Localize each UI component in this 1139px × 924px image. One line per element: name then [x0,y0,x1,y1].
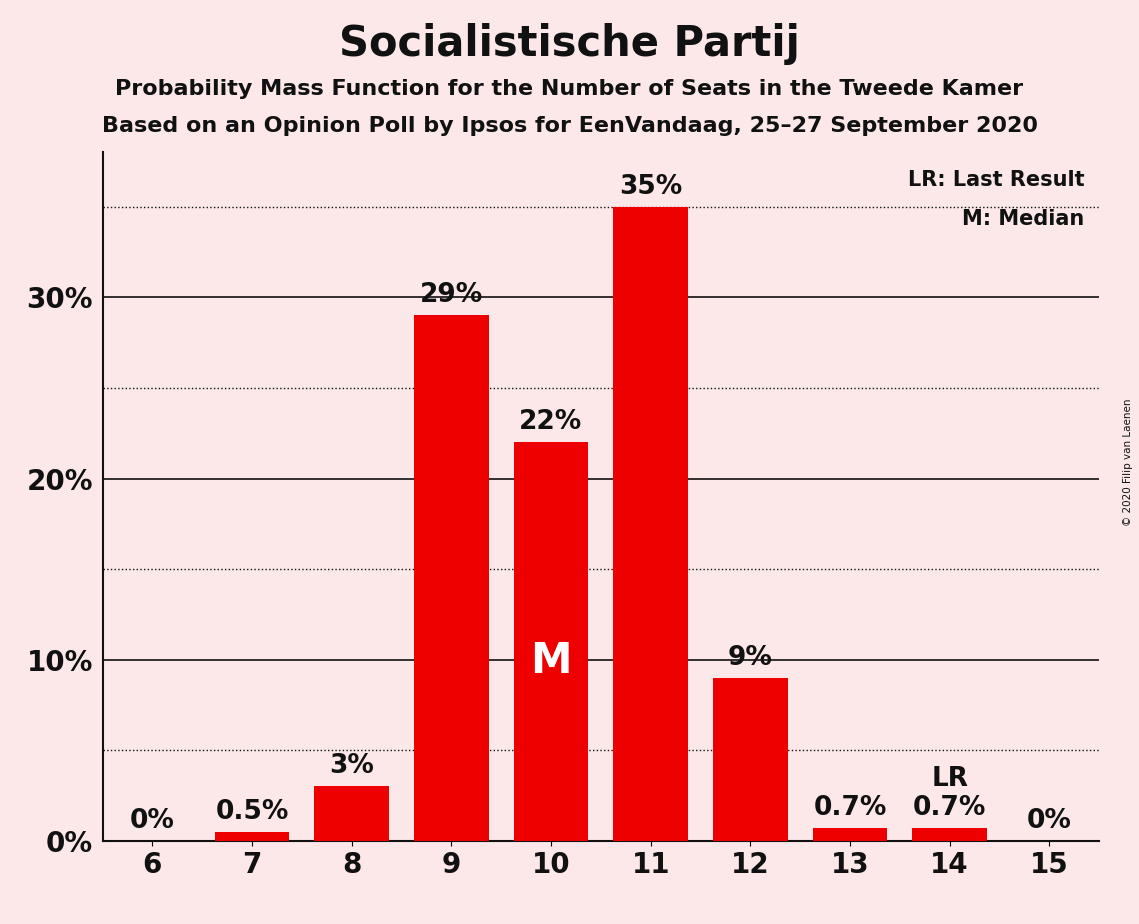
Text: 35%: 35% [618,174,682,200]
Text: Socialistische Partij: Socialistische Partij [339,23,800,65]
Text: 0%: 0% [130,808,174,833]
Bar [514,443,589,841]
Bar [912,828,988,841]
Text: 3%: 3% [329,753,374,779]
Text: 0.7%: 0.7% [813,795,886,821]
Text: M: M [531,640,572,683]
Text: M: Median: M: Median [962,209,1084,229]
Text: 29%: 29% [419,282,483,309]
Text: 0.5%: 0.5% [215,798,288,824]
Text: 22%: 22% [519,409,583,435]
Bar [812,828,887,841]
Text: LR: LR [932,766,968,792]
Bar [314,786,390,841]
Text: © 2020 Filip van Laenen: © 2020 Filip van Laenen [1123,398,1133,526]
Bar [214,832,289,841]
Text: Probability Mass Function for the Number of Seats in the Tweede Kamer: Probability Mass Function for the Number… [115,79,1024,99]
Bar [713,678,788,841]
Text: Based on an Opinion Poll by Ipsos for EenVandaag, 25–27 September 2020: Based on an Opinion Poll by Ipsos for Ee… [101,116,1038,136]
Text: 0%: 0% [1027,808,1072,833]
Text: LR: Last Result: LR: Last Result [908,170,1084,189]
Text: 9%: 9% [728,645,772,671]
Bar [413,315,489,841]
Text: 0.7%: 0.7% [913,795,986,821]
Bar [613,207,688,841]
